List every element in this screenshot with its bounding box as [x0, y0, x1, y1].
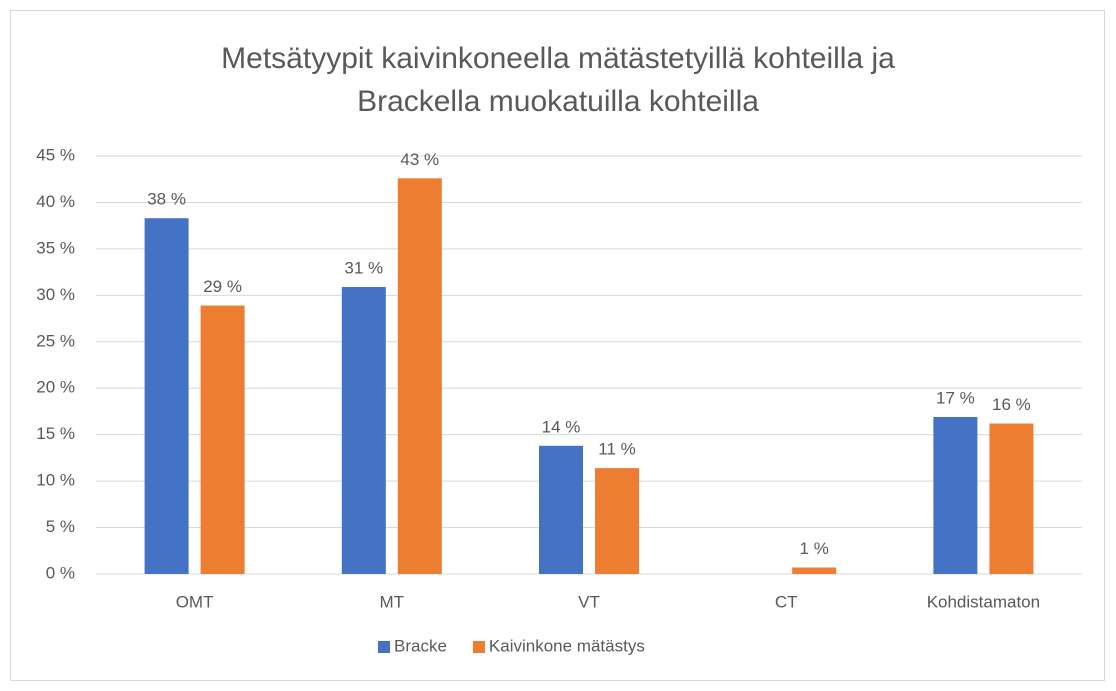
data-label: 17 % — [936, 389, 975, 408]
y-tick-label: 45 % — [36, 145, 75, 164]
bar — [989, 423, 1034, 574]
data-label: 1 % — [800, 539, 829, 558]
y-tick-label: 10 % — [36, 471, 75, 490]
bar — [397, 178, 442, 574]
x-tick-label: VT — [578, 592, 600, 611]
legend-label: Bracke — [394, 636, 447, 655]
data-label: 16 % — [992, 395, 1031, 414]
y-tick-label: 15 % — [36, 424, 75, 443]
data-label: 43 % — [400, 150, 439, 169]
bar — [200, 305, 245, 574]
bar — [792, 567, 837, 574]
x-tick-label: CT — [775, 592, 798, 611]
legend-label: Kaivinkone mätästys — [489, 636, 645, 655]
y-tick-label: 40 % — [36, 192, 75, 211]
legend-swatch — [472, 641, 485, 653]
chart-title: Metsätyypit kaivinkoneella mätästetyillä… — [221, 42, 895, 75]
bar — [933, 417, 978, 574]
y-tick-label: 25 % — [36, 331, 75, 350]
chart-title: Brackella muokatuilla kohteilla — [357, 85, 759, 118]
bar — [341, 286, 386, 574]
bar — [144, 218, 189, 575]
data-label: 38 % — [147, 190, 186, 209]
y-tick-label: 5 % — [46, 517, 75, 536]
y-tick-label: 30 % — [36, 285, 75, 304]
data-label: 29 % — [203, 277, 242, 296]
bar — [539, 445, 583, 574]
legend-swatch — [378, 641, 390, 653]
x-tick-label: OMT — [176, 592, 214, 611]
y-tick-label: 20 % — [36, 378, 75, 397]
x-tick-label: MT — [380, 592, 405, 611]
y-tick-label: 35 % — [36, 238, 75, 257]
data-label: 31 % — [344, 258, 383, 277]
x-tick-label: Kohdistamaton — [927, 592, 1040, 611]
data-label: 14 % — [542, 417, 581, 436]
data-label: 11 % — [598, 440, 636, 459]
bar — [595, 468, 639, 574]
y-tick-label: 0 % — [46, 563, 75, 582]
